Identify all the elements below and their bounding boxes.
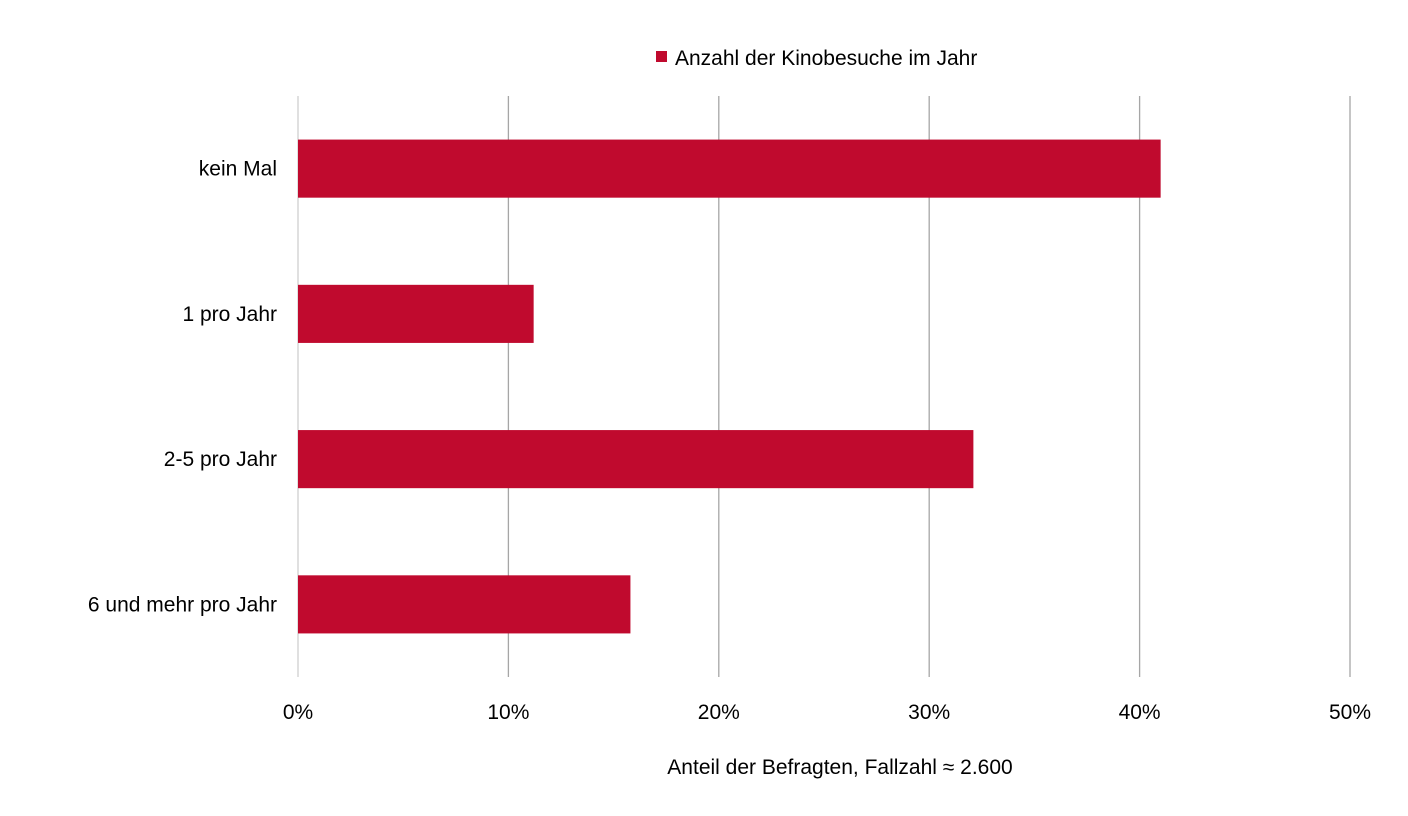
category-label: kein Mal — [199, 158, 277, 181]
category-label: 2-5 pro Jahr — [164, 448, 277, 471]
category-label: 6 und mehr pro Jahr — [88, 593, 277, 616]
x-tick-label: 30% — [908, 701, 950, 724]
x-tick-label: 10% — [487, 701, 529, 724]
bars — [298, 139, 1161, 634]
bar — [298, 284, 534, 343]
x-tick-label: 20% — [698, 701, 740, 724]
x-tick-label: 50% — [1329, 701, 1371, 724]
bar — [298, 139, 1161, 198]
bar — [298, 575, 631, 634]
legend-swatch — [656, 51, 667, 62]
x-tick-labels: 0% 10% 20% 30% 40% 50% — [283, 701, 1371, 724]
x-tick-label: 0% — [283, 701, 313, 724]
x-axis-title: Anteil der Befragten, Fallzahl ≈ 2.600 — [667, 756, 1012, 779]
category-label: 1 pro Jahr — [182, 303, 277, 326]
legend-label: Anzahl der Kinobesuche im Jahr — [675, 47, 977, 70]
x-tick-label: 40% — [1119, 701, 1161, 724]
bar — [298, 430, 974, 489]
category-labels: kein Mal 1 pro Jahr 2-5 pro Jahr 6 und mehr… — [88, 158, 277, 617]
legend: Anzahl der Kinobesuche im Jahr — [656, 47, 977, 70]
